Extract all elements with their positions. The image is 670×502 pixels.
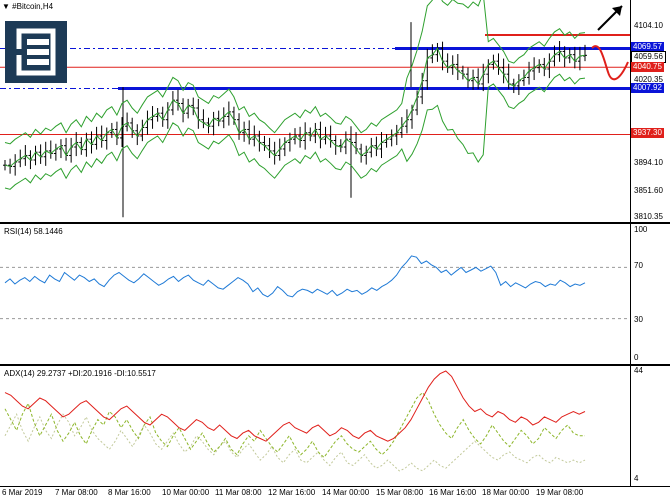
- time-axis-label: 14 Mar 00:00: [322, 488, 370, 497]
- bollinger-lower: [4, 73, 586, 190]
- plus-di-line: [4, 391, 585, 459]
- adx-canvas[interactable]: [0, 366, 630, 486]
- rsi-panel[interactable]: [0, 224, 630, 364]
- brand-logo: [5, 21, 67, 83]
- minus-di-line: [4, 412, 586, 472]
- adx-panel[interactable]: [0, 366, 630, 486]
- rsi-canvas[interactable]: [0, 224, 630, 364]
- price-tick: 4020.35: [634, 75, 663, 84]
- time-axis-label: 12 Mar 16:00: [268, 488, 316, 497]
- panel-divider: [0, 364, 670, 366]
- price-tag-support-blue: 4007.92: [631, 83, 664, 93]
- rsi-line: [4, 255, 586, 298]
- price-axis: [630, 0, 670, 222]
- price-tick: 3851.60: [634, 186, 663, 195]
- adx-tick: 4: [634, 474, 639, 483]
- time-axis-label: 15 Mar 08:00: [376, 488, 424, 497]
- price-chart-panel[interactable]: [0, 0, 630, 222]
- price-tick: 3810.35: [634, 212, 663, 221]
- rsi-tick: 30: [634, 315, 643, 324]
- price-tag-resistance-blue: 4069.57: [631, 42, 664, 52]
- price-tick: 3894.10: [634, 158, 663, 167]
- bollinger-middle: [4, 47, 586, 168]
- time-axis-label: 8 Mar 16:00: [108, 488, 151, 497]
- time-axis-line: [0, 486, 670, 487]
- rsi-tick: 100: [634, 225, 648, 234]
- time-axis-label: 19 Mar 08:00: [536, 488, 584, 497]
- rsi-label: RSI(14) 58.1446: [4, 227, 63, 236]
- arrow-head-icon: [612, 6, 622, 16]
- symbol-header[interactable]: ▼ #Bitcoin,H4: [2, 2, 53, 11]
- chevron-down-icon[interactable]: ▼: [2, 2, 10, 11]
- adx-label: ADX(14) 29.2737 +DI:20.1916 -DI:10.5517: [4, 369, 156, 378]
- price-tag-support-red: 3937.30: [631, 128, 664, 138]
- time-axis-label: 10 Mar 00:00: [162, 488, 210, 497]
- brand-logo-icon: [15, 28, 56, 76]
- time-axis-label: 6 Mar 2019: [2, 488, 43, 497]
- price-tick: 4104.10: [634, 21, 663, 30]
- bollinger-upper: [4, 0, 586, 145]
- rsi-axis: [630, 224, 670, 364]
- symbol-label: #Bitcoin,H4: [12, 2, 54, 11]
- time-axis-label: 18 Mar 00:00: [482, 488, 530, 497]
- adx-line: [4, 370, 586, 442]
- panel-divider: [0, 222, 670, 224]
- rsi-tick: 0: [634, 353, 639, 362]
- rsi-tick: 70: [634, 261, 643, 270]
- adx-axis: [630, 366, 670, 486]
- forecast-curve: [591, 45, 629, 81]
- time-axis-label: 7 Mar 08:00: [55, 488, 98, 497]
- price-tag-resistance-red: 4040.75: [631, 62, 664, 72]
- time-axis-label: 16 Mar 16:00: [429, 488, 477, 497]
- price-chart-canvas[interactable]: [0, 0, 630, 222]
- adx-tick: 44: [634, 366, 643, 375]
- time-axis-label: 11 Mar 08:00: [215, 488, 262, 497]
